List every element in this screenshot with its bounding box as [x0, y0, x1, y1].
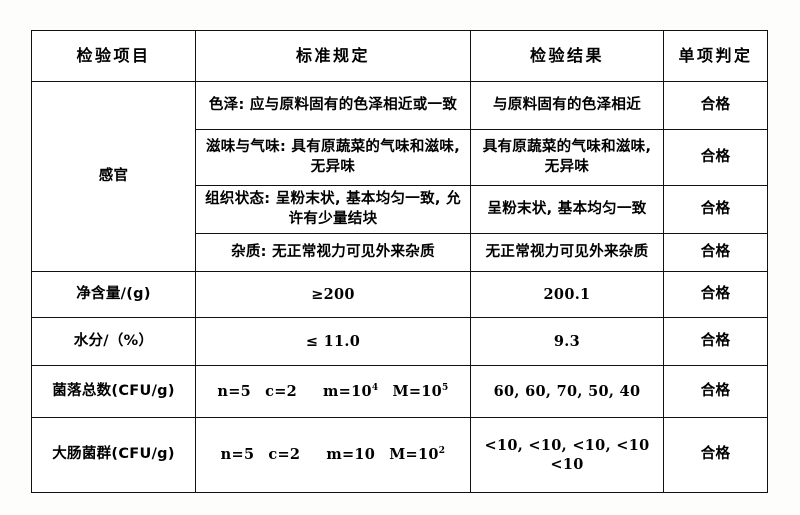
coliform-std-c: c=2 [268, 446, 301, 464]
table-row: 大肠菌群(CFU/g) n=5 c=2 m=10 M=102 <10, <10, <1… [31, 417, 768, 493]
header-standard-requirement: 标准规定 [195, 30, 471, 82]
sensory-color-standard: 色泽: 应与原料固有的色泽相近或一致 [195, 81, 471, 130]
row-label-total-plate-count: 菌落总数(CFU/g) [31, 365, 196, 418]
moisture-result: 9.3 [470, 317, 664, 366]
table-header-row: 检验项目 标准规定 检验结果 单项判定 [31, 30, 768, 82]
header-inspection-item: 检验项目 [31, 30, 196, 82]
total-plate-count-result: 60, 60, 70, 50, 40 [470, 365, 664, 418]
tpc-std-M: M=105 [392, 382, 448, 401]
coliform-result-line1: <10, <10, <10, <10 [484, 436, 650, 454]
table-row: 感官 色泽: 应与原料固有的色泽相近或一致 与原料固有的色泽相近 合格 [31, 81, 768, 272]
sensory-impurity-standard: 杂质: 无正常视力可见外来杂质 [195, 233, 471, 272]
moisture-judgement: 合格 [663, 317, 768, 366]
sensory-taste-standard: 滋味与气味: 具有原蔬菜的气味和滋味, 无异味 [195, 129, 471, 186]
table-row: 杂质: 无正常视力可见外来杂质 无正常视力可见外来杂质 合格 [32, 233, 768, 272]
coliform-result: <10, <10, <10, <10 <10 [470, 417, 664, 493]
sensory-texture-standard: 组织状态: 呈粉末状, 基本均匀一致, 允许有少量结块 [195, 185, 471, 234]
tpc-std-m-exponent: 4 [371, 382, 379, 393]
row-label-sensory: 感官 [31, 81, 196, 272]
net-content-judgement: 合格 [663, 271, 768, 318]
header-inspection-result: 检验结果 [470, 30, 664, 82]
tpc-std-m-base: m=10 [323, 382, 372, 400]
sensory-color-judgement: 合格 [663, 81, 768, 130]
sensory-taste-judgement: 合格 [663, 129, 768, 186]
table-row: 净含量/(g) ≥200 200.1 合格 [31, 271, 768, 318]
table-row: 菌落总数(CFU/g) n=5 c=2 m=104 M=105 60, 60, 70,… [31, 365, 768, 418]
row-label-net-content: 净含量/(g) [31, 271, 196, 318]
row-label-moisture: 水分/（%） [31, 317, 196, 366]
sensory-texture-result: 呈粉末状, 基本均匀一致 [470, 185, 664, 234]
header-single-judgement: 单项判定 [663, 30, 768, 82]
coliform-standard: n=5 c=2 m=10 M=102 [195, 417, 471, 493]
coliform-std-M-base: M=10 [389, 446, 439, 464]
total-plate-count-standard: n=5 c=2 m=104 M=105 [195, 365, 471, 418]
net-content-result: 200.1 [470, 271, 664, 318]
table-row: 滋味与气味: 具有原蔬菜的气味和滋味, 无异味 具有原蔬菜的气味和滋味, 无异味… [32, 129, 768, 186]
table-row: 组织状态: 呈粉末状, 基本均匀一致, 允许有少量结块 呈粉末状, 基本均匀一致… [32, 185, 768, 234]
coliform-std-M-exponent: 2 [438, 446, 446, 457]
moisture-standard: ≤ 11.0 [195, 317, 471, 366]
sensory-color-result: 与原料固有的色泽相近 [470, 81, 664, 130]
sensory-taste-result-line2: 无异味 [544, 158, 590, 175]
inspection-report-table: 检验项目 标准规定 检验结果 单项判定 感官 色泽: 应与原料固有的色泽相近或一… [31, 30, 768, 493]
sensory-taste-result: 具有原蔬菜的气味和滋味, 无异味 [470, 129, 664, 186]
tpc-std-M-base: M=10 [392, 382, 443, 400]
coliform-std-m: m=10 [326, 445, 375, 464]
tpc-std-m: m=104 [323, 382, 378, 401]
sensory-taste-result-line1: 具有原蔬菜的气味和滋味, [482, 139, 652, 156]
net-content-standard: ≥200 [195, 271, 471, 318]
sensory-impurity-judgement: 合格 [663, 233, 768, 272]
coliform-judgement: 合格 [663, 417, 768, 493]
sensory-texture-judgement: 合格 [663, 185, 768, 234]
tpc-std-M-exponent: 5 [442, 382, 449, 393]
row-label-coliform: 大肠菌群(CFU/g) [31, 417, 196, 493]
table-row: 水分/（%） ≤ 11.0 9.3 合格 [31, 317, 768, 366]
tpc-std-c: c=2 [265, 382, 298, 400]
coliform-result-line2: <10 [550, 456, 584, 473]
coliform-std-m-base: m=10 [326, 446, 376, 464]
tpc-std-n: n=5 [217, 382, 252, 400]
total-plate-count-judgement: 合格 [663, 365, 768, 418]
coliform-std-M: M=102 [389, 445, 445, 464]
coliform-std-n: n=5 [220, 446, 255, 464]
sensory-impurity-result: 无正常视力可见外来杂质 [470, 233, 664, 272]
